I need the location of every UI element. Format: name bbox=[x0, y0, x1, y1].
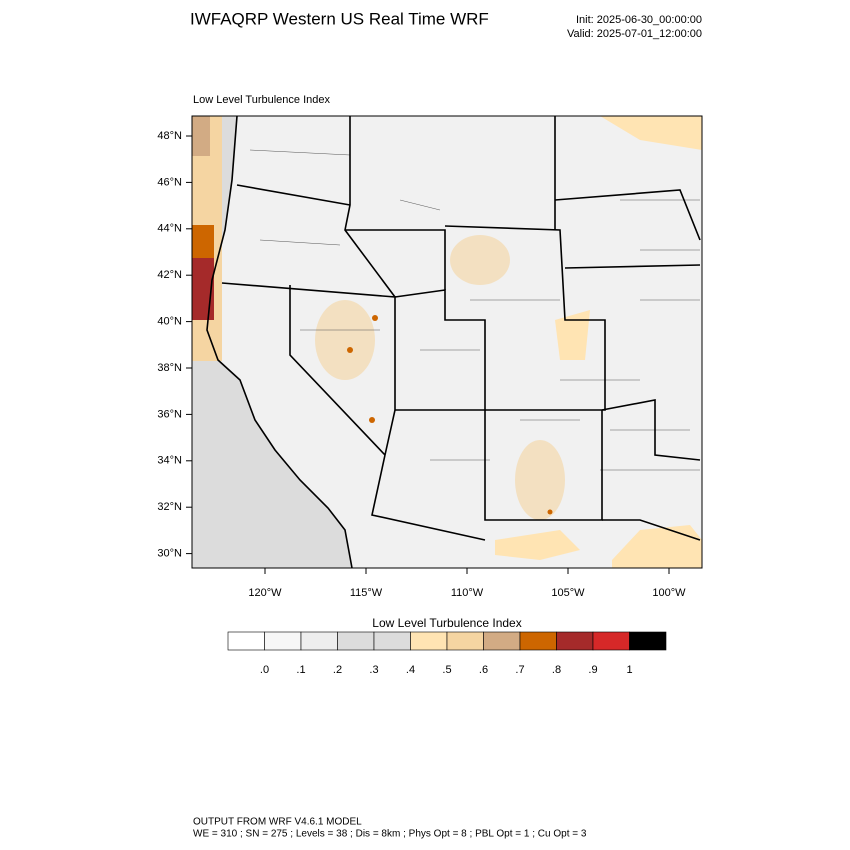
valid-time: Valid: 2025-07-01_12:00:00 bbox=[567, 28, 702, 40]
colorbar-label: .5 bbox=[442, 664, 451, 676]
footer-line: WE = 310 ; SN = 275 ; Levels = 38 ; Dis … bbox=[193, 829, 587, 840]
colorbar-label: .8 bbox=[552, 664, 561, 676]
lon-label: 120°W bbox=[248, 587, 282, 599]
lat-label: 48°N bbox=[157, 130, 182, 142]
colorbar-box bbox=[556, 631, 594, 651]
colorbar-box bbox=[264, 631, 302, 651]
colorbar-label: .7 bbox=[515, 664, 524, 676]
colorbar-box bbox=[446, 631, 484, 651]
colorbar-box bbox=[410, 631, 448, 651]
lat-label: 30°N bbox=[157, 548, 182, 560]
colorbar-box bbox=[629, 631, 667, 651]
colorbar-box bbox=[519, 631, 557, 651]
colorbar-label: .3 bbox=[369, 664, 378, 676]
colorbar-box bbox=[592, 631, 630, 651]
colorbar-title: Low Level Turbulence Index bbox=[372, 616, 521, 630]
lat-label: 32°N bbox=[157, 501, 182, 513]
colorbar-label: .1 bbox=[296, 664, 305, 676]
lon-label: 100°W bbox=[652, 587, 686, 599]
lat-label: 42°N bbox=[157, 269, 182, 281]
colorbar-label: .6 bbox=[479, 664, 488, 676]
colorbar-label: 1 bbox=[626, 664, 632, 676]
colorbar-box bbox=[300, 631, 338, 651]
footer-line: OUTPUT FROM WRF V4.6.1 MODEL bbox=[193, 817, 362, 828]
lon-label: 105°W bbox=[551, 587, 585, 599]
lat-label: 40°N bbox=[157, 316, 182, 328]
colorbar-box bbox=[227, 631, 265, 651]
map-title: Low Level Turbulence Index bbox=[193, 94, 330, 106]
lat-label: 46°N bbox=[157, 176, 182, 188]
lat-label: 38°N bbox=[157, 362, 182, 374]
lat-label: 36°N bbox=[157, 408, 182, 420]
colorbar-label: .0 bbox=[260, 664, 269, 676]
colorbar-label: .2 bbox=[333, 664, 342, 676]
colorbar-label: .4 bbox=[406, 664, 415, 676]
lat-label: 44°N bbox=[157, 223, 182, 235]
colorbar-box bbox=[483, 631, 521, 651]
colorbar-label: .9 bbox=[588, 664, 597, 676]
lon-label: 110°W bbox=[451, 587, 484, 599]
colorbar-box bbox=[373, 631, 411, 651]
lat-label: 34°N bbox=[157, 455, 182, 467]
colorbar-box bbox=[337, 631, 375, 651]
header-title: IWFAQRP Western US Real Time WRF bbox=[190, 9, 489, 28]
map bbox=[191, 115, 703, 569]
lon-label: 115°W bbox=[350, 587, 383, 599]
init-time: Init: 2025-06-30_00:00:00 bbox=[576, 14, 702, 26]
